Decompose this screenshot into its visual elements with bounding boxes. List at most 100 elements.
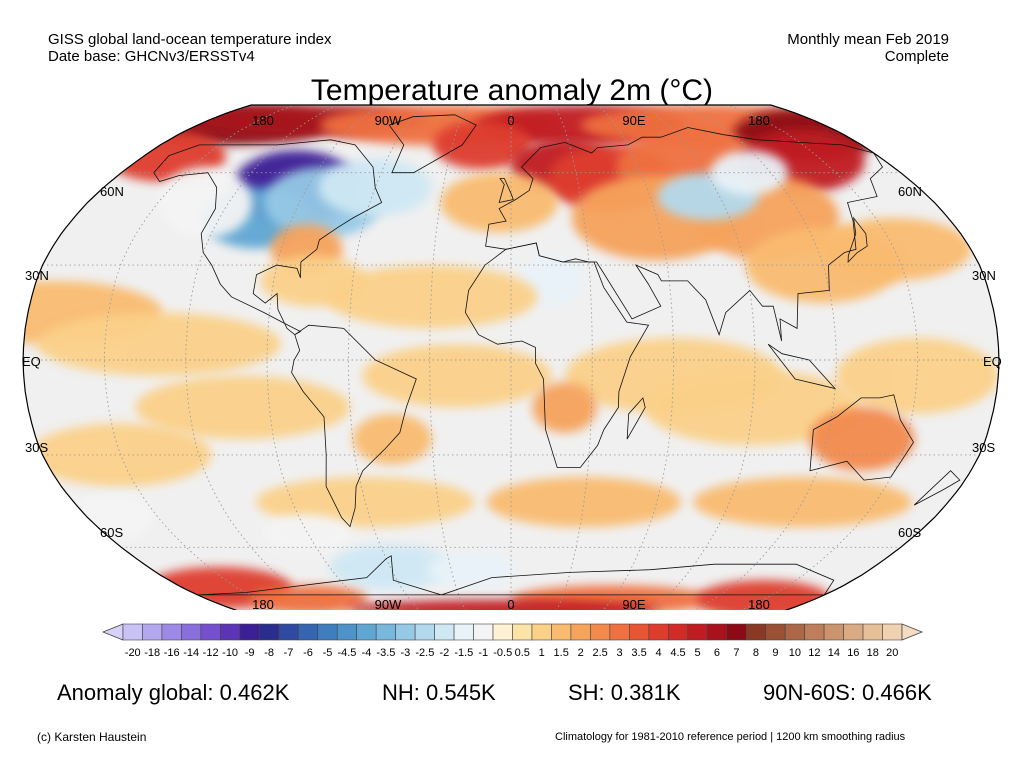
colorbar-tick-label: -4.5 bbox=[337, 647, 357, 659]
colorbar-tick-label: 9 bbox=[772, 647, 779, 659]
colorbar-swatch bbox=[609, 623, 630, 641]
sh-anomaly: SH: 0.381K bbox=[568, 680, 681, 705]
colorbar-swatch bbox=[512, 623, 533, 641]
colorbar-swatch bbox=[667, 623, 689, 641]
lat-label-left-60n: 60N bbox=[100, 184, 124, 199]
lon-label-top-180w: 180 bbox=[252, 113, 274, 128]
graticule bbox=[23, 105, 999, 610]
completeness-label: Complete bbox=[884, 48, 949, 65]
colorbar-swatch bbox=[181, 623, 202, 641]
polar-band-anomaly: 90N-60S: 0.466K bbox=[763, 680, 932, 705]
coastline bbox=[767, 343, 837, 390]
colorbar-swatch bbox=[551, 623, 572, 641]
colorbar-tick-label: -12 bbox=[202, 647, 219, 659]
anomaly-cell bbox=[433, 120, 531, 170]
database-label: Date base: GHCNv3/ERSSTv4 bbox=[48, 48, 255, 65]
colorbar-tick-label: -4 bbox=[361, 647, 372, 659]
anomaly-cell bbox=[37, 312, 281, 376]
anomaly-cell bbox=[710, 150, 789, 196]
coastline bbox=[485, 127, 884, 342]
anomaly-cell bbox=[427, 553, 515, 587]
colorbar-tick-label: -16 bbox=[163, 647, 180, 659]
anomaly-cell bbox=[817, 217, 972, 281]
colorbar-swatch bbox=[492, 623, 513, 641]
colorbar-swatch bbox=[648, 623, 669, 641]
colorbar-swatch bbox=[726, 623, 747, 641]
anomaly-cell bbox=[362, 344, 552, 408]
nh-anomaly: NH: 0.545K bbox=[382, 680, 496, 705]
coastline bbox=[809, 394, 914, 481]
colorbar-swatch bbox=[882, 623, 903, 641]
colorbar-swatch bbox=[590, 623, 611, 641]
lon-label-bottom-90e: 90E bbox=[622, 597, 646, 612]
graticule-meridian bbox=[597, 105, 675, 610]
colorbar-swatch bbox=[804, 623, 825, 641]
lon-label-top-0: 0 bbox=[507, 113, 515, 128]
colorbar-tick-label: 3.5 bbox=[631, 647, 647, 659]
anomaly-cell bbox=[158, 166, 253, 239]
lon-label-top-90w: 90W bbox=[374, 113, 402, 128]
colorbar-swatch bbox=[473, 623, 494, 641]
colorbar-tick-label: 3 bbox=[616, 647, 623, 659]
colorbar-swatch bbox=[336, 623, 358, 641]
colorbar-swatch bbox=[220, 623, 241, 641]
global-anomaly: Anomaly global: 0.462K bbox=[57, 680, 290, 705]
period-label: Monthly mean Feb 2019 bbox=[787, 31, 949, 48]
coastlines bbox=[153, 114, 961, 596]
colorbar-tick-label: 20 bbox=[886, 647, 899, 659]
colorbar-swatch bbox=[278, 623, 299, 641]
temperature-anomaly-map bbox=[22, 104, 1000, 610]
copyright: (c) Karsten Haustein bbox=[37, 730, 147, 744]
colorbar-tick-label: -2 bbox=[439, 647, 450, 659]
colorbar-tick-label: 8 bbox=[752, 647, 759, 659]
colorbar-tick-label: 7 bbox=[733, 647, 740, 659]
lat-label-right-eq: EQ bbox=[983, 354, 1002, 369]
map-title: Temperature anomaly 2m (°C) bbox=[310, 74, 714, 107]
graticule-meridian bbox=[640, 105, 756, 610]
colorbar-swatch bbox=[570, 623, 591, 641]
colorbar-swatch bbox=[706, 623, 728, 641]
colorbar-tick-label: -3.5 bbox=[376, 647, 396, 659]
colorbar-low-arrow bbox=[101, 623, 124, 641]
colorbar-tick-label: -20 bbox=[124, 647, 141, 659]
colorbar-high-arrow bbox=[901, 623, 924, 641]
lon-label-bottom-0: 0 bbox=[507, 597, 515, 612]
colorbar-tick-label: 4.5 bbox=[670, 647, 686, 659]
colorbar-tick-label: 1.5 bbox=[553, 647, 569, 659]
anomaly-cell bbox=[324, 265, 538, 329]
anomaly-cell bbox=[135, 375, 350, 440]
lat-label-left-60s: 60S bbox=[100, 525, 124, 540]
colorbar-swatch bbox=[784, 623, 805, 641]
coastline bbox=[388, 114, 477, 174]
colorbar-tick-label: -8 bbox=[264, 647, 274, 659]
colorbar-swatch bbox=[434, 623, 455, 641]
lat-label-right-30s: 30S bbox=[972, 440, 996, 455]
colorbar-tick-label: 4 bbox=[655, 647, 662, 659]
colorbar-swatch bbox=[765, 623, 786, 641]
colorbar-tick-label: 10 bbox=[788, 647, 801, 659]
anomaly-cell bbox=[348, 599, 659, 610]
colorbar-swatch bbox=[259, 623, 280, 641]
colorbar-tick-label: -5 bbox=[322, 647, 333, 659]
coastline bbox=[498, 178, 514, 204]
colorbar-swatch bbox=[823, 623, 844, 641]
colorbar-swatch bbox=[317, 623, 338, 641]
colorbar-swatch bbox=[395, 623, 416, 641]
graticule-meridian bbox=[266, 105, 382, 610]
dataset-title: GISS global land-ocean temperature index bbox=[48, 31, 332, 48]
colorbar-tick-label: 14 bbox=[827, 647, 840, 659]
colorbar-tick-label: -1 bbox=[478, 647, 489, 659]
coastline bbox=[197, 555, 835, 596]
lat-label-right-60n: 60N bbox=[898, 184, 922, 199]
climatology-note: Climatology for 1981-2010 reference peri… bbox=[555, 731, 906, 743]
lat-label-left-eq: EQ bbox=[22, 354, 41, 369]
lon-label-bottom-180e: 180 bbox=[748, 597, 770, 612]
colorbar-swatch bbox=[453, 623, 474, 641]
colorbar-tick-label: 1 bbox=[538, 647, 545, 659]
colorbar-tick-label: -1.5 bbox=[454, 647, 474, 659]
colorbar-swatch bbox=[862, 623, 883, 641]
lon-label-bottom-180w: 180 bbox=[252, 597, 274, 612]
colorbar-swatch bbox=[142, 623, 163, 641]
anomaly-cell bbox=[835, 337, 999, 414]
colorbar-tick-label: 0.5 bbox=[514, 647, 530, 659]
